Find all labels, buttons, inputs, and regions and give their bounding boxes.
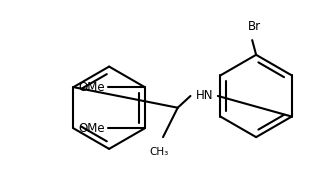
Text: Br: Br <box>248 20 261 33</box>
Text: OMe: OMe <box>78 122 105 135</box>
Text: CH₃: CH₃ <box>149 147 169 157</box>
Text: OMe: OMe <box>78 81 105 94</box>
Text: HN: HN <box>196 89 213 102</box>
